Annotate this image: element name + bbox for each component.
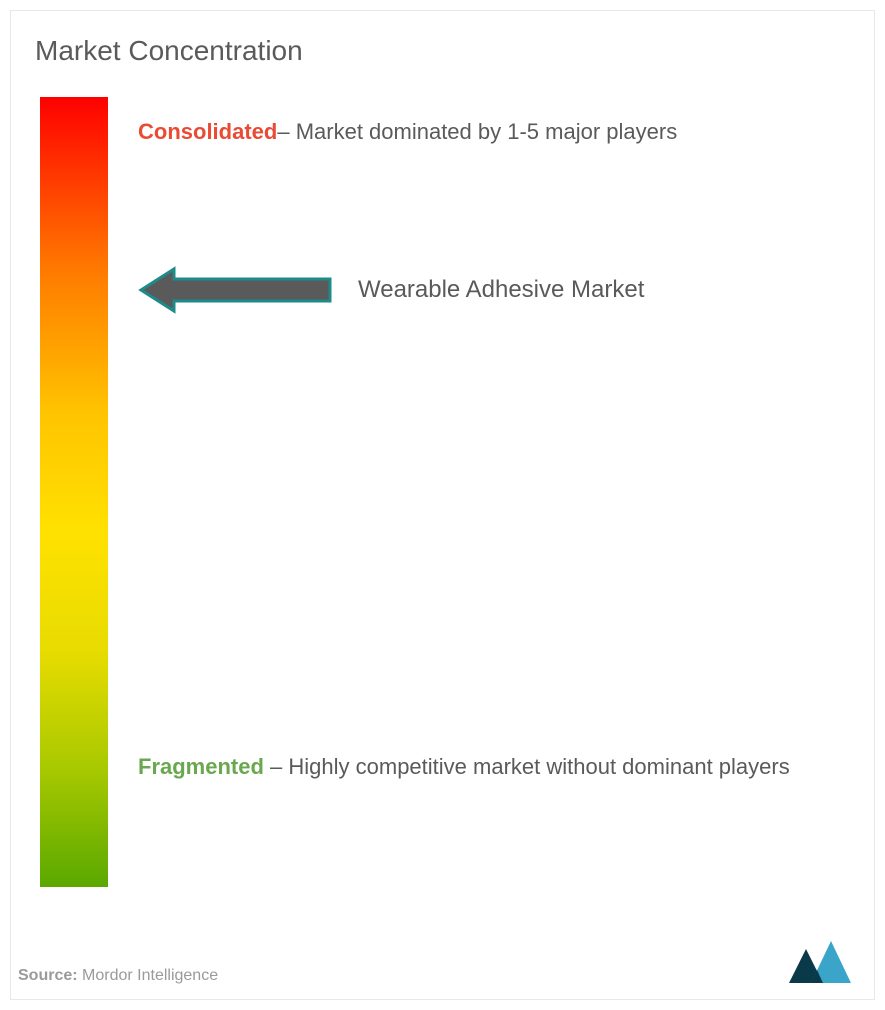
source-prefix: Source: (18, 967, 78, 984)
arrow-left-icon (138, 265, 333, 315)
content-row: Consolidated– Market dominated by 1-5 ma… (35, 97, 850, 887)
fragmented-text: – Highly competitive market without domi… (264, 754, 790, 779)
fragmented-label: Fragmented (138, 754, 264, 779)
market-name-label: Wearable Adhesive Market (358, 276, 644, 304)
concentration-gradient-bar (40, 97, 108, 887)
footer: Source: Mordor Intelligence (18, 939, 867, 985)
descriptions-column: Consolidated– Market dominated by 1-5 ma… (138, 97, 850, 887)
consolidated-description: Consolidated– Market dominated by 1-5 ma… (138, 112, 830, 152)
fragmented-description: Fragmented – Highly competitive market w… (138, 747, 830, 787)
source-attribution: Source: Mordor Intelligence (18, 967, 218, 985)
main-container: Market Concentration Consolidated– Mar (0, 0, 885, 1010)
mordor-logo-icon (789, 939, 857, 983)
page-title: Market Concentration (35, 35, 850, 67)
source-name: Mordor Intelligence (78, 967, 219, 984)
consolidated-text: – Market dominated by 1-5 major players (277, 119, 677, 144)
market-pointer-row: Wearable Adhesive Market (138, 265, 830, 315)
consolidated-label: Consolidated (138, 119, 277, 144)
